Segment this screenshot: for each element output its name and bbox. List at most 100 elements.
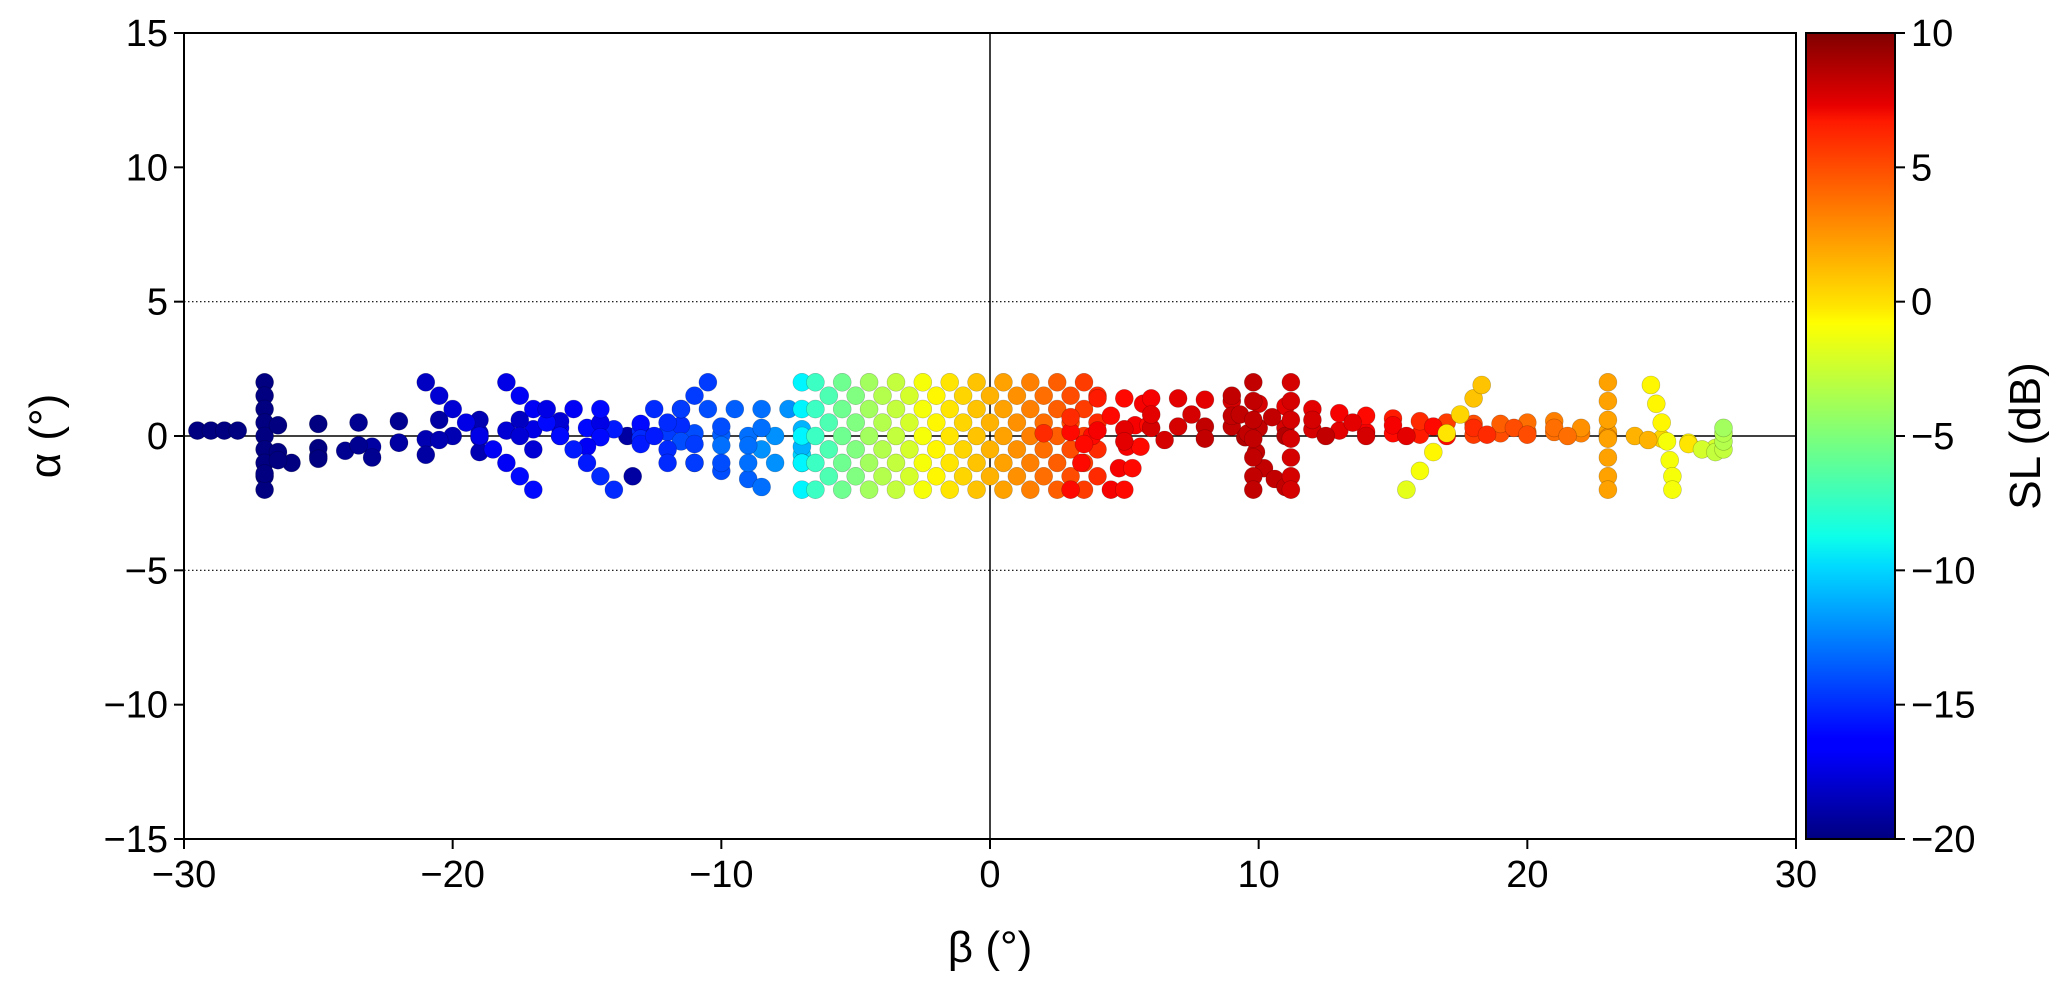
data-point <box>832 453 852 473</box>
data-point <box>1598 429 1618 449</box>
data-point <box>873 466 892 486</box>
data-point <box>1021 399 1040 419</box>
data-point <box>1450 405 1470 424</box>
data-point <box>416 445 436 465</box>
y-tick-label: 15 <box>126 13 168 55</box>
x-tick-label: 0 <box>979 854 1000 896</box>
data-point <box>1303 410 1322 430</box>
data-point <box>1472 375 1491 395</box>
data-point <box>832 426 852 446</box>
data-point <box>1168 389 1188 408</box>
colorbar-tick-label: −10 <box>1911 550 1975 592</box>
data-point <box>1088 421 1107 440</box>
data-point <box>953 466 973 486</box>
data-point <box>913 372 933 392</box>
data-point <box>1244 410 1263 430</box>
data-point <box>1316 426 1336 446</box>
x-tick-label: −30 <box>152 854 216 896</box>
data-point <box>1281 448 1301 467</box>
data-point <box>1647 394 1666 414</box>
data-point <box>1131 437 1150 457</box>
data-point <box>1262 407 1282 427</box>
data-point <box>429 410 449 430</box>
data-point <box>1330 403 1349 423</box>
data-point <box>711 436 731 455</box>
data-point <box>591 466 610 486</box>
data-point <box>806 453 825 473</box>
data-point <box>967 426 986 446</box>
data-point <box>416 372 436 392</box>
data-point <box>523 480 543 500</box>
data-point <box>1101 406 1121 426</box>
data-point <box>1034 466 1053 486</box>
data-point <box>255 480 274 500</box>
data-point <box>631 434 651 454</box>
data-point <box>658 413 677 432</box>
data-point <box>1518 425 1537 445</box>
data-point <box>967 453 986 473</box>
data-point <box>940 480 960 500</box>
data-point <box>1598 410 1618 430</box>
data-point <box>1007 386 1027 406</box>
data-point <box>268 415 288 435</box>
data-point <box>1034 440 1053 459</box>
data-point <box>846 466 866 486</box>
data-point <box>308 414 328 434</box>
data-point <box>1115 432 1134 451</box>
data-point <box>752 399 771 419</box>
data-point <box>900 413 919 432</box>
colorbar-tick-label: 10 <box>1911 13 1953 55</box>
data-point <box>1598 372 1618 392</box>
data-point <box>1168 417 1188 436</box>
data-point <box>1182 405 1201 424</box>
x-tick-label: 20 <box>1506 854 1548 896</box>
data-point <box>1047 372 1067 392</box>
data-point <box>873 413 892 432</box>
data-point <box>1115 480 1134 500</box>
data-point <box>846 440 866 459</box>
data-point <box>429 386 449 406</box>
y-tick-label: −5 <box>125 550 168 592</box>
data-point <box>1343 413 1362 432</box>
data-point <box>1061 386 1080 406</box>
data-point <box>1464 389 1483 408</box>
data-point <box>953 386 973 406</box>
data-point <box>623 466 643 486</box>
data-point <box>685 434 704 454</box>
data-point <box>456 413 476 432</box>
data-point <box>1021 372 1040 392</box>
data-point <box>497 372 516 392</box>
data-point <box>1047 399 1067 419</box>
y-tick-label: 0 <box>147 416 168 458</box>
data-point <box>1074 399 1094 419</box>
data-point <box>1061 480 1080 500</box>
data-point <box>685 453 704 473</box>
colorbar-gradient <box>1805 32 1896 840</box>
data-point <box>1598 480 1618 500</box>
data-point <box>900 466 919 486</box>
data-point <box>1638 430 1658 450</box>
data-point <box>1007 466 1027 486</box>
data-point <box>940 453 960 473</box>
data-point <box>510 466 530 486</box>
data-point <box>994 372 1013 392</box>
data-point <box>1281 480 1301 500</box>
x-axis-label: β (°) <box>948 923 1032 972</box>
data-point <box>900 440 919 459</box>
data-point <box>994 453 1013 473</box>
data-point <box>926 466 946 486</box>
data-point <box>873 440 892 459</box>
data-point <box>1072 453 1091 473</box>
data-point <box>497 453 516 473</box>
data-point <box>913 399 933 419</box>
data-point <box>1007 440 1027 459</box>
data-point <box>886 480 906 500</box>
data-point <box>1641 375 1661 395</box>
data-point <box>429 430 449 450</box>
data-point <box>832 480 852 500</box>
data-point <box>1244 480 1263 500</box>
data-point <box>1141 389 1161 408</box>
data-point <box>859 399 879 419</box>
colorbar-tick-label: 0 <box>1911 282 1932 324</box>
data-point <box>873 386 892 406</box>
